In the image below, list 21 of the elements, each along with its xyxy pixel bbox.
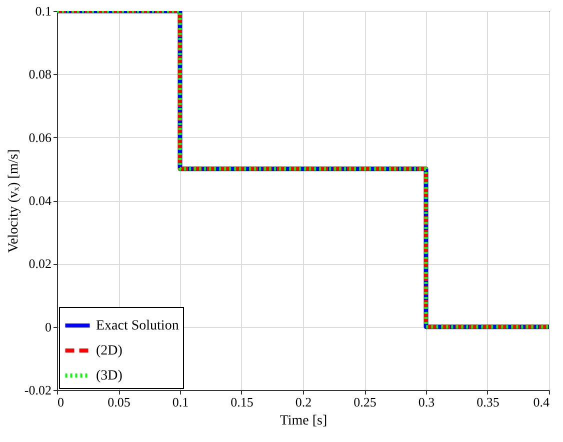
y-tick-label: 0 xyxy=(45,319,52,334)
x-tick-label: 0.3 xyxy=(418,394,435,410)
x-tick-label: 0.15 xyxy=(230,394,254,410)
x-tick-label: 0.2 xyxy=(295,394,312,410)
x-tick-label: 0.1 xyxy=(172,394,189,410)
x-tick-label: 0.4 xyxy=(533,394,550,410)
x-tick-label: 0 xyxy=(58,394,64,410)
y-tick-label: 0.02 xyxy=(28,256,52,272)
y-tick-label: 0.08 xyxy=(28,66,52,82)
y-axis-title: Velocity (vₓ) [m/s] xyxy=(6,149,22,253)
x-tick-label: 0.05 xyxy=(108,394,130,410)
legend-label: Exact Solution xyxy=(96,318,179,334)
legend-label: (3D) xyxy=(96,368,123,384)
legend-label: (2D) xyxy=(96,344,123,358)
x-axis-title: Time [s] xyxy=(280,414,328,428)
x-tick-label: 0.35 xyxy=(476,394,500,410)
y-tick-label: 0.06 xyxy=(28,130,52,145)
x-tick-label: 0.25 xyxy=(354,394,376,410)
y-tick-label: 0.1 xyxy=(35,4,52,18)
y-tick-label: -0.02 xyxy=(24,382,52,398)
y-tick-label: 0.04 xyxy=(28,193,52,208)
